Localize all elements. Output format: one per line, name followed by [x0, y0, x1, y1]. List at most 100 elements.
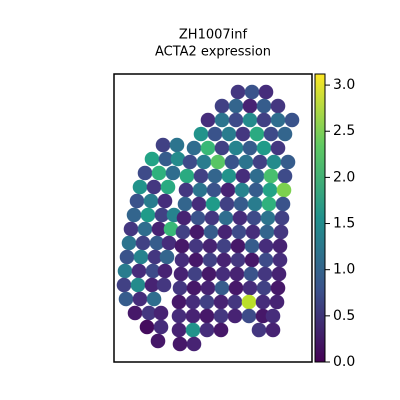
- spot: [126, 207, 142, 223]
- spot: [165, 165, 181, 181]
- chart-title: ZH1007inf: [179, 28, 248, 43]
- spot: [214, 112, 230, 128]
- spot: [256, 112, 272, 128]
- spot: [135, 235, 151, 251]
- spot: [174, 252, 190, 268]
- spot: [252, 154, 268, 170]
- spot: [206, 182, 222, 198]
- spot: [199, 322, 215, 338]
- spot: [244, 238, 260, 254]
- spot: [119, 249, 135, 265]
- spot: [263, 168, 279, 184]
- spot: [258, 84, 274, 100]
- spot: [224, 154, 240, 170]
- colorbar-tick-label: 2.5: [333, 123, 355, 139]
- spot: [273, 224, 289, 240]
- spot: [161, 235, 177, 251]
- spot: [205, 196, 221, 212]
- spot: [242, 98, 258, 114]
- colorbar-tick-label: 2.0: [333, 169, 355, 185]
- spot: [146, 291, 162, 307]
- spot: [202, 238, 218, 254]
- spot: [238, 154, 254, 170]
- spot: [256, 98, 272, 114]
- spot: [233, 196, 249, 212]
- spot: [277, 126, 293, 142]
- spot: [213, 322, 229, 338]
- spot: [192, 182, 208, 198]
- spot: [157, 263, 173, 279]
- spot: [151, 221, 167, 237]
- spot: [155, 137, 171, 153]
- spot: [116, 277, 132, 293]
- spot: [256, 280, 272, 296]
- spot: [262, 182, 278, 198]
- colorbar-tick-label: 0.0: [333, 354, 355, 370]
- spot: [169, 137, 185, 153]
- spot: [214, 98, 230, 114]
- spot: [213, 308, 229, 324]
- colorbar-tick-label: 1.0: [333, 262, 355, 278]
- spot: [284, 112, 300, 128]
- spot: [153, 319, 169, 335]
- axes-frame: [113, 73, 313, 363]
- spot: [141, 305, 157, 321]
- colorbar-tick-label: 3.0: [333, 77, 355, 93]
- spot: [163, 221, 179, 237]
- spot: [186, 336, 202, 352]
- spot: [172, 336, 188, 352]
- spot: [151, 165, 167, 181]
- spot: [276, 182, 292, 198]
- spot: [191, 196, 207, 212]
- spot: [117, 263, 133, 279]
- spot: [218, 210, 234, 226]
- spot: [260, 210, 276, 226]
- spot: [227, 308, 243, 324]
- colorbar-tick-label: 0.5: [333, 308, 355, 324]
- spot: [249, 126, 265, 142]
- spot: [207, 168, 223, 184]
- spot: [229, 266, 245, 282]
- spot: [255, 294, 271, 310]
- spot: [272, 252, 288, 268]
- spot: [131, 263, 147, 279]
- spot: [118, 291, 134, 307]
- spot: [272, 238, 288, 254]
- spot: [137, 165, 153, 181]
- spot: [269, 294, 285, 310]
- spot: [235, 168, 251, 184]
- spot: [178, 182, 194, 198]
- spot: [221, 126, 237, 142]
- spot: [160, 179, 176, 195]
- spot: [256, 140, 272, 156]
- spot: [129, 193, 145, 209]
- spot: [259, 224, 275, 240]
- spot: [190, 210, 206, 226]
- spot: [270, 280, 286, 296]
- spot: [200, 280, 216, 296]
- spot: [140, 207, 156, 223]
- spot: [204, 210, 220, 226]
- spot: [210, 154, 226, 170]
- spot: [216, 252, 232, 268]
- spot: [263, 126, 279, 142]
- spot: [242, 280, 258, 296]
- spot: [147, 249, 163, 265]
- spot: [186, 280, 202, 296]
- spot: [231, 224, 247, 240]
- spot: [187, 266, 203, 282]
- spot: [232, 210, 248, 226]
- spot: [270, 140, 286, 156]
- spot: [188, 252, 204, 268]
- spot: [261, 196, 277, 212]
- spot: [228, 98, 244, 114]
- spot: [251, 322, 267, 338]
- chart-subtitle: ACTA2 expression: [155, 45, 271, 60]
- spot: [130, 277, 146, 293]
- spot: [176, 210, 192, 226]
- spot: [214, 140, 230, 156]
- spot: [203, 224, 219, 240]
- spot: [153, 305, 169, 321]
- spot: [196, 154, 212, 170]
